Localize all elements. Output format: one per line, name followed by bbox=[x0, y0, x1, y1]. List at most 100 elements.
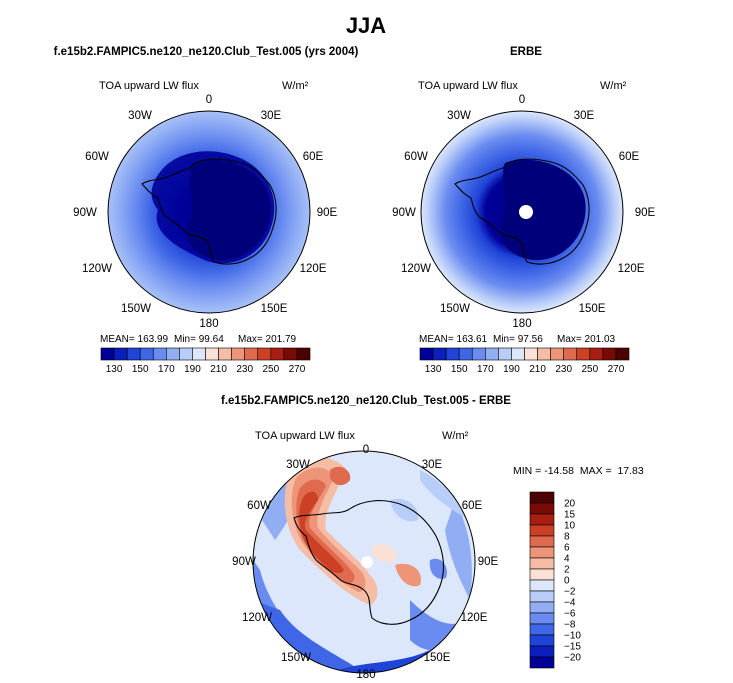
colorbar-tick-label: 170 bbox=[158, 364, 175, 375]
panel-obs-title: ERBE bbox=[510, 46, 542, 58]
lon-label-90e: 90E bbox=[635, 207, 656, 219]
colorbar-tick-label: 4 bbox=[564, 554, 570, 565]
panel-model-map bbox=[108, 111, 310, 313]
colorbar-swatch bbox=[458, 347, 473, 361]
panel-model-coastline bbox=[141, 158, 277, 265]
colorbar-tick-label: 230 bbox=[236, 364, 253, 375]
lon-label-90w: 90W bbox=[73, 207, 97, 219]
panel-obs-left-label: TOA upward LW flux bbox=[418, 80, 518, 92]
lon-label-150w: 150W bbox=[440, 303, 470, 315]
lon-label-150e: 150E bbox=[579, 303, 606, 315]
lon-label-30e: 30E bbox=[422, 459, 443, 471]
panel-obs-lon-labels: 0 30E 60E 90E 120E 150E 180 150W 120W 90… bbox=[392, 94, 655, 330]
colorbar-swatch bbox=[529, 590, 555, 603]
colorbar-tick-label: 270 bbox=[289, 364, 306, 375]
colorbar-swatch bbox=[126, 347, 141, 361]
colorbar-swatch bbox=[563, 347, 578, 361]
panel-obs-units: W/m² bbox=[600, 80, 627, 92]
colorbar-swatch bbox=[529, 557, 555, 570]
colorbar-tick-label: 250 bbox=[262, 364, 279, 375]
colorbar-swatch bbox=[179, 347, 193, 361]
colorbar-swatch bbox=[257, 347, 272, 361]
lon-label-60w: 60W bbox=[85, 151, 109, 163]
colorbar-swatch bbox=[419, 347, 434, 361]
colorbar-swatch bbox=[529, 579, 555, 592]
colorbar-swatch bbox=[529, 546, 555, 559]
colorbar-tick-label: 6 bbox=[564, 543, 570, 554]
panel-diff-minmax: MIN = -14.58 MAX = 17.83 bbox=[513, 465, 644, 477]
colorbar-tick-label: −6 bbox=[564, 609, 576, 620]
colorbar-swatch bbox=[529, 524, 555, 537]
colorbar-swatch bbox=[529, 645, 555, 658]
panel-obs: ERBE TOA upward LW flux W/m² bbox=[418, 46, 627, 314]
panel-model-title: f.e15b2.FAMPIC5.ne120_ne120.Club_Test.00… bbox=[54, 46, 359, 58]
panel-model-colorbar: 130 150 170 190 210 230 250 270 bbox=[100, 347, 311, 375]
lon-label-60w: 60W bbox=[247, 500, 271, 512]
colorbar-swatch bbox=[529, 568, 555, 581]
colorbar-tick-label: 230 bbox=[555, 364, 572, 375]
stat-mean: MEAN= 163.99 bbox=[100, 334, 169, 345]
colorbar-tick-label: 190 bbox=[503, 364, 520, 375]
colorbar-swatch bbox=[432, 347, 447, 361]
figure-title: JJA bbox=[346, 13, 386, 38]
colorbar-tick-label: 170 bbox=[477, 364, 494, 375]
lon-label-90e: 90E bbox=[478, 556, 499, 568]
colorbar-swatch bbox=[270, 347, 285, 361]
colorbar-swatch bbox=[100, 347, 115, 361]
lon-label-180: 180 bbox=[199, 318, 218, 330]
lon-label-30w: 30W bbox=[286, 459, 310, 471]
lon-label-120e: 120E bbox=[461, 612, 488, 624]
lon-label-150e: 150E bbox=[424, 652, 451, 664]
colorbar-swatch bbox=[524, 347, 538, 361]
colorbar-swatch bbox=[529, 513, 555, 526]
colorbar-tick-label: 20 bbox=[564, 499, 576, 510]
colorbar-swatch bbox=[218, 347, 232, 361]
lon-label-90w: 90W bbox=[232, 556, 256, 568]
colorbar-tick-label: 250 bbox=[581, 364, 598, 375]
colorbar-tick-label: −4 bbox=[564, 598, 576, 609]
stat-min: Min= 97.56 bbox=[493, 334, 543, 345]
colorbar-swatch bbox=[529, 601, 555, 614]
colorbar-tick-label: 130 bbox=[106, 364, 123, 375]
panel-obs-stats: MEAN= 163.61 Min= 97.56 Max= 201.03 bbox=[419, 334, 616, 345]
colorbar-tick-label: 190 bbox=[184, 364, 201, 375]
lon-label-120w: 120W bbox=[401, 263, 431, 275]
lon-label-150w: 150W bbox=[121, 303, 151, 315]
colorbar-swatch bbox=[529, 656, 555, 669]
lon-label-30e: 30E bbox=[574, 110, 595, 122]
colorbar-swatch bbox=[205, 347, 219, 361]
lon-label-30e: 30E bbox=[261, 110, 282, 122]
colorbar-tick-label: 210 bbox=[210, 364, 227, 375]
colorbar-swatch bbox=[471, 347, 486, 361]
lon-label-180: 180 bbox=[512, 318, 531, 330]
colorbar-swatch bbox=[445, 347, 460, 361]
colorbar-tick-label: −15 bbox=[564, 642, 581, 653]
colorbar-swatch bbox=[529, 535, 555, 548]
stat-mean: MEAN= 163.61 bbox=[419, 334, 488, 345]
colorbar-tick-label: 150 bbox=[132, 364, 149, 375]
lon-label-0: 0 bbox=[206, 94, 212, 106]
colorbar-swatch bbox=[529, 634, 555, 647]
colorbar-swatch bbox=[511, 347, 525, 361]
lon-label-60w: 60W bbox=[404, 151, 428, 163]
colorbar-swatch bbox=[283, 347, 298, 361]
panel-obs-colorbar: 130 150 170 190 210 230 250 270 bbox=[419, 347, 630, 375]
colorbar-swatch bbox=[602, 347, 617, 361]
colorbar-tick-label: 130 bbox=[425, 364, 442, 375]
lon-label-120e: 120E bbox=[300, 263, 327, 275]
lon-label-120e: 120E bbox=[618, 263, 645, 275]
lon-label-120w: 120W bbox=[82, 263, 112, 275]
lon-label-180: 180 bbox=[356, 669, 375, 681]
colorbar-swatch bbox=[550, 347, 564, 361]
panel-diff: f.e15b2.FAMPIC5.ne120_ne120.Club_Test.00… bbox=[221, 395, 511, 674]
lon-label-60e: 60E bbox=[462, 500, 483, 512]
panel-model: f.e15b2.FAMPIC5.ne120_ne120.Club_Test.00… bbox=[54, 46, 359, 314]
colorbar-tick-label: 2 bbox=[564, 565, 570, 576]
colorbar-swatch bbox=[589, 347, 604, 361]
panel-model-units: W/m² bbox=[282, 80, 309, 92]
colorbar-tick-label: −8 bbox=[564, 620, 576, 631]
colorbar-swatch bbox=[529, 612, 555, 625]
panel-diff-units: W/m² bbox=[442, 430, 469, 442]
